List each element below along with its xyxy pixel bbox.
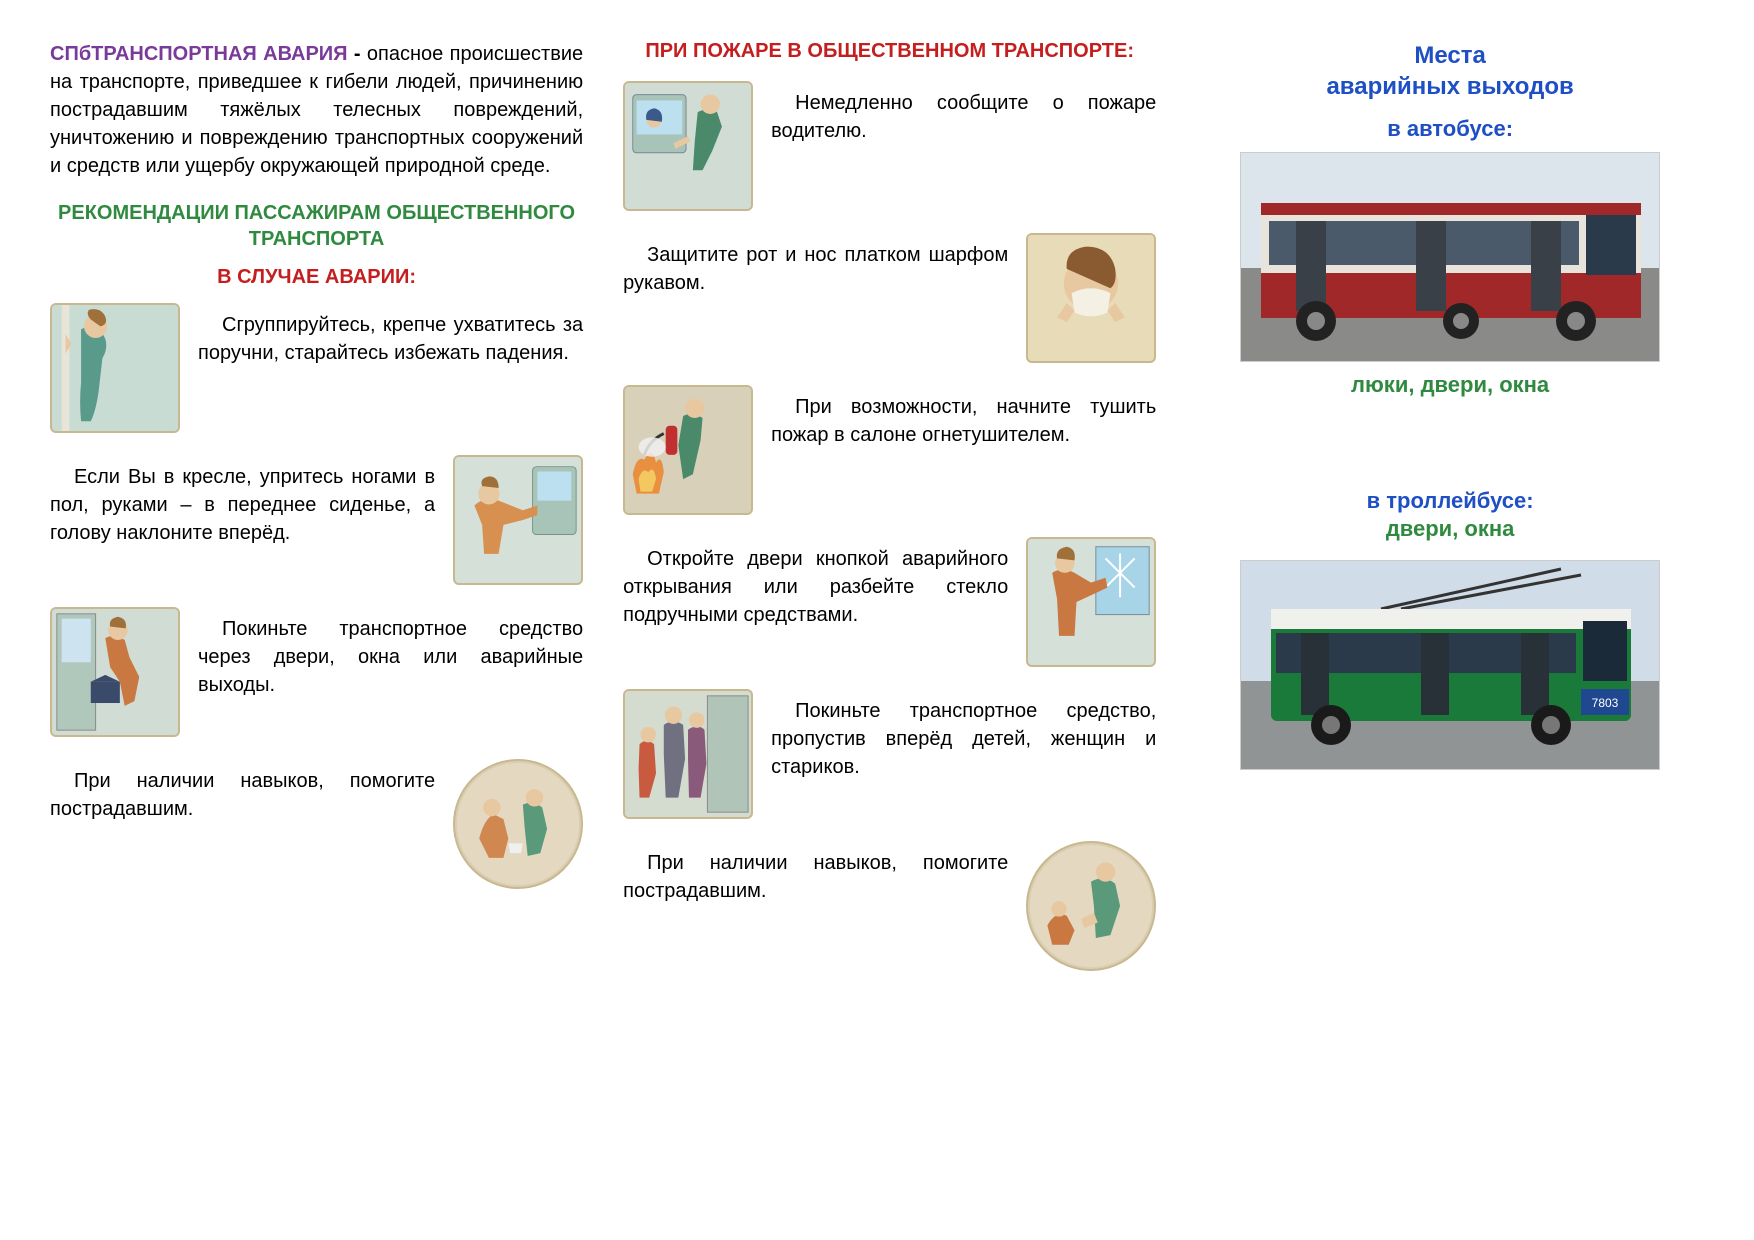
fire-item-1: Немедленно сообщите о пожаре водителю.: [623, 81, 1156, 211]
heading-accident-case: В СЛУЧАЕ АВАРИИ:: [50, 266, 583, 289]
first-aid-2-icon: [1026, 841, 1156, 971]
cover-face-icon: [1026, 233, 1156, 363]
bus-image: [1240, 152, 1660, 362]
bus-label: в автобусе:: [1387, 116, 1513, 142]
extinguish-icon: [623, 385, 753, 515]
fire-item-2-text: Защитите рот и нос платком шарфом рукаво…: [623, 233, 1008, 297]
fire-item-5-text: Покиньте транспортное средство, пропусти…: [771, 689, 1156, 781]
fire-item-6: При наличии навыков, помогите пострадавш…: [623, 841, 1156, 971]
evacuate-icon: [623, 689, 753, 819]
fire-item-6-text: При наличии навыков, помогите пострадавш…: [623, 841, 1008, 905]
fire-item-5: Покиньте транспортное средство, пропусти…: [623, 689, 1156, 819]
title-colored: СПбТРАНСПОРТНАЯ АВАРИЯ: [50, 43, 348, 65]
accident-item-1: Сгруппируйтесь, крепче ухватитесь за пор…: [50, 303, 583, 433]
fire-item-3: При возможности, начните тушить пожар в …: [623, 385, 1156, 515]
heading-fire: ПРИ ПОЖАРЕ В ОБЩЕСТВЕННОМ ТРАНСПОРТЕ:: [623, 40, 1156, 63]
accident-item-2-text: Если Вы в кресле, упритесь ногами в пол,…: [50, 455, 435, 547]
column-exits: Места аварийных выходов в автобусе: люки…: [1196, 40, 1704, 1200]
fire-item-2: Защитите рот и нос платком шарфом рукаво…: [623, 233, 1156, 363]
brace-seat-icon: [453, 455, 583, 585]
accident-item-1-text: Сгруппируйтесь, крепче ухватитесь за пор…: [198, 303, 583, 367]
svg-text:7803: 7803: [1592, 696, 1619, 710]
trolley-caption: двери, окна: [1386, 516, 1515, 542]
accident-item-3: Покиньте транспортное средство через две…: [50, 607, 583, 737]
accident-item-2: Если Вы в кресле, упритесь ногами в пол,…: [50, 455, 583, 585]
alert-driver-icon: [623, 81, 753, 211]
trolley-label: в троллейбусе:: [1367, 488, 1534, 514]
title-dash: -: [348, 43, 367, 65]
fire-item-4-text: Откройте двери кнопкой аварийного открыв…: [623, 537, 1008, 629]
trolleybus-image: 7803: [1240, 560, 1660, 770]
accident-item-4-text: При наличии навыков, помогите пострадавш…: [50, 759, 435, 823]
accident-item-4: При наличии навыков, помогите пострадавш…: [50, 759, 583, 889]
exit-door-icon: [50, 607, 180, 737]
heading-recommendations: РЕКОМЕНДАЦИИ ПАССАЖИРАМ ОБЩЕСТВЕННОГО ТР…: [50, 200, 583, 252]
intro-paragraph: СПбТРАНСПОРТНАЯ АВАРИЯ - опасное происше…: [50, 40, 583, 180]
column-fire: ПРИ ПОЖАРЕ В ОБЩЕСТВЕННОМ ТРАНСПОРТЕ: Не…: [623, 40, 1156, 1200]
bus-caption: люки, двери, окна: [1351, 372, 1549, 398]
hold-rail-icon: [50, 303, 180, 433]
column-accident: СПбТРАНСПОРТНАЯ АВАРИЯ - опасное происше…: [50, 40, 583, 1200]
break-glass-icon: [1026, 537, 1156, 667]
heading-exits: Места аварийных выходов: [1326, 40, 1573, 102]
fire-item-3-text: При возможности, начните тушить пожар в …: [771, 385, 1156, 449]
accident-item-3-text: Покиньте транспортное средство через две…: [198, 607, 583, 699]
fire-item-4: Откройте двери кнопкой аварийного открыв…: [623, 537, 1156, 667]
fire-item-1-text: Немедленно сообщите о пожаре водителю.: [771, 81, 1156, 145]
first-aid-icon: [453, 759, 583, 889]
